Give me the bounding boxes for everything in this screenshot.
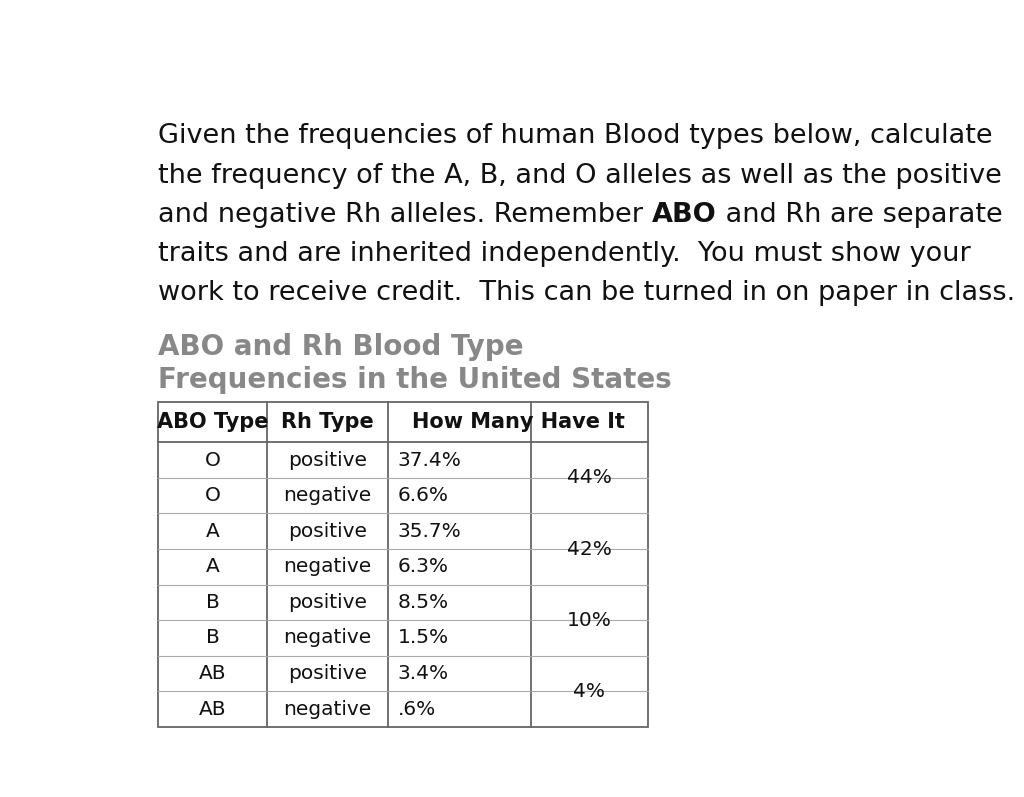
Text: B: B	[206, 593, 219, 612]
Text: A: A	[206, 557, 219, 576]
Text: negative: negative	[284, 700, 372, 719]
Text: positive: positive	[288, 664, 367, 683]
Text: positive: positive	[288, 522, 367, 540]
Text: traits and are inherited independently.  You must show your: traits and are inherited independently. …	[158, 241, 971, 267]
Text: and negative Rh alleles. Remember: and negative Rh alleles. Remember	[158, 202, 652, 228]
Text: 4%: 4%	[573, 682, 605, 701]
Text: 37.4%: 37.4%	[397, 450, 462, 469]
Text: 35.7%: 35.7%	[397, 522, 462, 540]
Text: the frequency of the A, B, and O alleles as well as the positive: the frequency of the A, B, and O alleles…	[158, 163, 1002, 189]
Text: Frequencies in the United States: Frequencies in the United States	[158, 367, 672, 395]
Text: 42%: 42%	[567, 540, 612, 559]
Text: positive: positive	[288, 593, 367, 612]
Text: positive: positive	[288, 450, 367, 469]
Bar	[158, 402, 648, 727]
Text: AB: AB	[199, 664, 226, 683]
Text: and Rh are separate: and Rh are separate	[717, 202, 1002, 228]
Text: negative: negative	[284, 629, 372, 647]
Text: O: O	[205, 450, 220, 469]
Text: negative: negative	[284, 486, 372, 505]
Text: negative: negative	[284, 557, 372, 576]
Text: O: O	[205, 486, 220, 505]
Text: 44%: 44%	[567, 469, 612, 487]
Text: 8.5%: 8.5%	[397, 593, 449, 612]
Text: AB: AB	[199, 700, 226, 719]
Text: 10%: 10%	[567, 611, 612, 630]
Text: 6.6%: 6.6%	[397, 486, 449, 505]
Text: ABO and Rh Blood Type: ABO and Rh Blood Type	[158, 332, 523, 360]
Text: 3.4%: 3.4%	[397, 664, 449, 683]
Text: Given the frequencies of human Blood types below, calculate: Given the frequencies of human Blood typ…	[158, 124, 993, 149]
Text: How Many Have It: How Many Have It	[412, 412, 625, 432]
Text: ABO: ABO	[652, 202, 717, 228]
Text: 6.3%: 6.3%	[397, 557, 449, 576]
Text: ABO Type: ABO Type	[157, 412, 268, 432]
Text: work to receive credit.  This can be turned in on paper in class.: work to receive credit. This can be turn…	[158, 281, 1015, 306]
Text: A: A	[206, 522, 219, 540]
Text: .6%: .6%	[397, 700, 436, 719]
Text: 1.5%: 1.5%	[397, 629, 449, 647]
Text: Rh Type: Rh Type	[282, 412, 374, 432]
Text: B: B	[206, 629, 219, 647]
